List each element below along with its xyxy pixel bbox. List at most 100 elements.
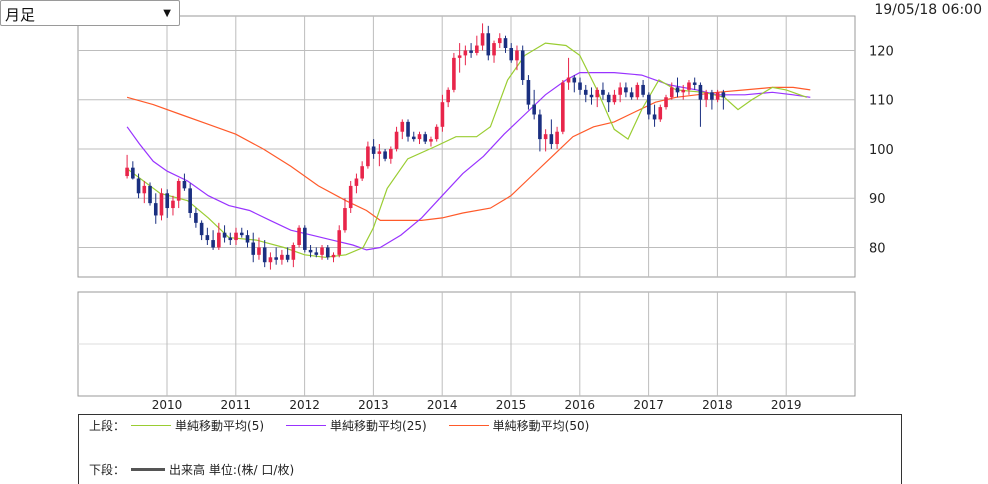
candle-body (526, 80, 531, 105)
candle-body (595, 89, 600, 98)
candle-body (532, 104, 536, 115)
candle-body (136, 178, 141, 194)
legend-swatch-ma25 (286, 425, 327, 426)
candle-body (715, 92, 720, 100)
legend-item-ma25: 単純移動平均(25) (286, 417, 427, 434)
candle-body (320, 247, 324, 255)
candle-body (446, 89, 450, 103)
period-select-value: 月足 (5, 6, 36, 24)
candle-body (555, 131, 559, 145)
legend-text-volume: 出来高 単位:(株/ 口/枚) (169, 463, 295, 477)
candle-body (171, 200, 175, 209)
legend-item-ma5: 単純移動平均(5) (131, 417, 264, 434)
candle-body (297, 227, 301, 245)
candle-body (205, 235, 210, 241)
candle-body (635, 84, 640, 98)
candle-body (274, 257, 278, 260)
candle-body (538, 114, 542, 140)
legend-swatch-ma50 (448, 425, 489, 426)
candle-body (389, 148, 393, 159)
candle-body (612, 94, 617, 103)
candle-body (383, 151, 387, 159)
candle-body (629, 92, 634, 98)
candle-body (423, 134, 428, 142)
candle-body (664, 97, 668, 108)
candle-body (647, 94, 651, 115)
legend-upper-row: 上段： 単純移動平均(5) 単純移動平均(25) 単純移動平均(50) (89, 417, 611, 434)
candle-body (578, 82, 582, 90)
legend-box: 上段： 単純移動平均(5) 単純移動平均(25) 単純移動平均(50) 下段： … (78, 414, 902, 484)
chevron-down-icon[interactable]: ▼ (163, 8, 171, 19)
candle-body (366, 146, 370, 167)
x-tick-label: 2016 (565, 398, 596, 412)
candle-body (566, 77, 571, 83)
candle-body (337, 230, 342, 255)
candle-body (589, 94, 594, 98)
candle-body (285, 254, 290, 260)
candle-body (572, 77, 577, 83)
candlestick-series (125, 23, 726, 270)
candle-body (641, 84, 645, 95)
candle-body (583, 89, 588, 95)
candle-body (692, 82, 697, 85)
x-tick-label: 2012 (289, 398, 320, 412)
x-tick-label: 2010 (152, 398, 183, 412)
lower-volume-panel (77, 291, 856, 397)
x-tick-label: 2017 (633, 398, 664, 412)
candle-body (371, 146, 376, 154)
candle-body (497, 38, 502, 44)
candle-body (543, 134, 548, 140)
candle-body (503, 38, 508, 49)
candle-body (280, 254, 284, 260)
legend-item-ma50: 単純移動平均(50) (448, 417, 589, 434)
candle-body (239, 232, 244, 236)
candle-body (675, 87, 680, 93)
x-tick-label: 2015 (496, 398, 527, 412)
candle-body (509, 48, 514, 61)
candle-body (681, 89, 686, 93)
y-axis-tick-labels: 80 90 100 110 120 (869, 44, 894, 256)
candle-body (561, 82, 565, 132)
y-tick-label: 100 (869, 143, 894, 158)
candle-body (268, 257, 273, 263)
candle-body (159, 193, 164, 216)
candle-body (325, 247, 330, 258)
candle-body (125, 167, 129, 177)
candle-body (251, 242, 256, 255)
period-select[interactable]: 月足 ▼ (0, 0, 180, 26)
ma50-line (126, 86, 811, 221)
legend-swatch-volume (131, 468, 166, 471)
candle-body (291, 244, 296, 260)
legend-text-ma5: 単純移動平均(5) (175, 419, 265, 433)
candle-body (142, 185, 147, 194)
candle-body (698, 84, 703, 100)
candle-body (658, 107, 663, 120)
y-tick-label: 120 (869, 44, 894, 59)
candle-body (343, 208, 347, 231)
candle-body (199, 222, 204, 236)
candle-body (400, 121, 405, 132)
candle-body (463, 50, 468, 56)
candle-body (331, 254, 336, 258)
candle-body (354, 178, 359, 186)
candle-body (182, 180, 187, 189)
candle-body (434, 126, 439, 140)
candle-body (520, 50, 525, 81)
x-tick-label: 2014 (427, 398, 458, 412)
candle-body (217, 232, 221, 248)
candle-body (411, 136, 416, 140)
candle-body (234, 232, 238, 241)
candle-body (153, 203, 158, 216)
candle-body (257, 247, 261, 255)
candle-body (377, 151, 382, 154)
candle-body (492, 43, 496, 56)
candle-body (262, 247, 267, 263)
candle-body (429, 139, 433, 142)
candle-body (452, 57, 456, 90)
candle-body (188, 188, 192, 213)
candle-body (194, 212, 198, 223)
candle-body (457, 55, 462, 58)
candle-body (624, 87, 628, 93)
candle-body (475, 45, 479, 53)
x-tick-label: 2013 (358, 398, 389, 412)
